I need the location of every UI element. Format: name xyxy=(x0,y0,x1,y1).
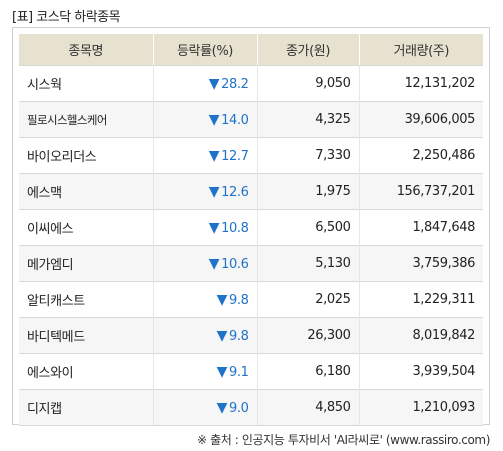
rate-value: 28.2 xyxy=(221,76,249,92)
trade-volume: 12,131,202 xyxy=(358,65,483,102)
stock-name: 필로시스헬스케어 xyxy=(19,101,153,138)
page-title: [표] 코스닥 하락종목 xyxy=(12,10,121,25)
rate-value: 9.8 xyxy=(229,292,249,308)
header-volume: 거래량(주) xyxy=(358,34,483,66)
table-row: 디지캡 ▼ 9.0 4,850 1,210,093 xyxy=(19,389,483,426)
rate-value: 14.0 xyxy=(221,112,249,128)
trade-volume: 1,229,311 xyxy=(358,281,483,318)
down-arrow-icon: ▼ xyxy=(208,219,220,236)
change-rate: ▼ 12.7 xyxy=(152,137,257,174)
close-price: 1,975 xyxy=(256,173,359,210)
source-note: ※ 출처 : 인공지능 투자비서 'AI라씨로' (www.rassiro.co… xyxy=(197,433,490,447)
stock-name: 바디텍메드 xyxy=(19,317,153,354)
change-rate: ▼ 9.1 xyxy=(152,353,257,390)
close-price: 5,130 xyxy=(256,245,359,282)
change-rate: ▼ 10.6 xyxy=(152,245,257,282)
stock-name: 시스웍 xyxy=(19,65,153,102)
table-frame: 종목명 등락률(%) 종가(원) 거래량(주) 시스웍 ▼ 28.2 9,050 … xyxy=(12,27,490,426)
table-row: 바디텍메드 ▼ 9.8 26,300 8,019,842 xyxy=(19,317,483,354)
trade-volume: 2,250,486 xyxy=(358,137,483,174)
stock-name: 에스와이 xyxy=(19,353,153,390)
down-arrow-icon: ▼ xyxy=(216,327,228,344)
close-price: 4,325 xyxy=(256,101,359,138)
close-price: 2,025 xyxy=(256,281,359,318)
table-row: 에스와이 ▼ 9.1 6,180 3,939,504 xyxy=(19,353,483,390)
down-arrow-icon: ▼ xyxy=(208,111,220,128)
rate-value: 9.0 xyxy=(229,400,249,416)
down-arrow-icon: ▼ xyxy=(208,75,220,92)
close-price: 9,050 xyxy=(256,65,359,102)
stock-name: 이씨에스 xyxy=(19,209,153,246)
trade-volume: 3,759,386 xyxy=(358,245,483,282)
stock-name: 메가엠디 xyxy=(19,245,153,282)
change-rate: ▼ 9.8 xyxy=(152,317,257,354)
change-rate: ▼ 12.6 xyxy=(152,173,257,210)
table-row: 필로시스헬스케어 ▼ 14.0 4,325 39,606,005 xyxy=(19,101,483,138)
rate-value: 10.8 xyxy=(221,220,249,236)
close-price: 7,330 xyxy=(256,137,359,174)
change-rate: ▼ 14.0 xyxy=(152,101,257,138)
trade-volume: 1,847,648 xyxy=(358,209,483,246)
rate-value: 9.8 xyxy=(229,328,249,344)
table-row: 이씨에스 ▼ 10.8 6,500 1,847,648 xyxy=(19,209,483,246)
table-header-row: 종목명 등락률(%) 종가(원) 거래량(주) xyxy=(19,34,483,66)
trade-volume: 156,737,201 xyxy=(358,173,483,210)
close-price: 4,850 xyxy=(256,389,359,426)
table-row: 메가엠디 ▼ 10.6 5,130 3,759,386 xyxy=(19,245,483,282)
close-price: 6,500 xyxy=(256,209,359,246)
header-name: 종목명 xyxy=(19,34,153,66)
down-arrow-icon: ▼ xyxy=(216,399,228,416)
stock-table: 종목명 등락률(%) 종가(원) 거래량(주) 시스웍 ▼ 28.2 9,050 … xyxy=(19,34,483,426)
change-rate: ▼ 9.0 xyxy=(152,389,257,426)
header-price: 종가(원) xyxy=(256,34,359,66)
rate-value: 10.6 xyxy=(221,256,249,272)
down-arrow-icon: ▼ xyxy=(208,183,220,200)
trade-volume: 1,210,093 xyxy=(358,389,483,426)
table-row: 바이오리더스 ▼ 12.7 7,330 2,250,486 xyxy=(19,137,483,174)
change-rate: ▼ 28.2 xyxy=(152,65,257,102)
trade-volume: 8,019,842 xyxy=(358,317,483,354)
trade-volume: 3,939,504 xyxy=(358,353,483,390)
down-arrow-icon: ▼ xyxy=(208,255,220,272)
close-price: 26,300 xyxy=(256,317,359,354)
change-rate: ▼ 10.8 xyxy=(152,209,257,246)
down-arrow-icon: ▼ xyxy=(208,147,220,164)
stock-name: 에스맥 xyxy=(19,173,153,210)
stock-name: 알티캐스트 xyxy=(19,281,153,318)
stock-name: 바이오리더스 xyxy=(19,137,153,174)
rate-value: 9.1 xyxy=(229,364,249,380)
close-price: 6,180 xyxy=(256,353,359,390)
rate-value: 12.6 xyxy=(221,184,249,200)
down-arrow-icon: ▼ xyxy=(216,363,228,380)
stock-name: 디지캡 xyxy=(19,389,153,426)
down-arrow-icon: ▼ xyxy=(216,291,228,308)
change-rate: ▼ 9.8 xyxy=(152,281,257,318)
table-row: 시스웍 ▼ 28.2 9,050 12,131,202 xyxy=(19,65,483,102)
header-rate: 등락률(%) xyxy=(152,34,257,66)
table-row: 알티캐스트 ▼ 9.8 2,025 1,229,311 xyxy=(19,281,483,318)
trade-volume: 39,606,005 xyxy=(358,101,483,138)
table-row: 에스맥 ▼ 12.6 1,975 156,737,201 xyxy=(19,173,483,210)
rate-value: 12.7 xyxy=(221,148,249,164)
